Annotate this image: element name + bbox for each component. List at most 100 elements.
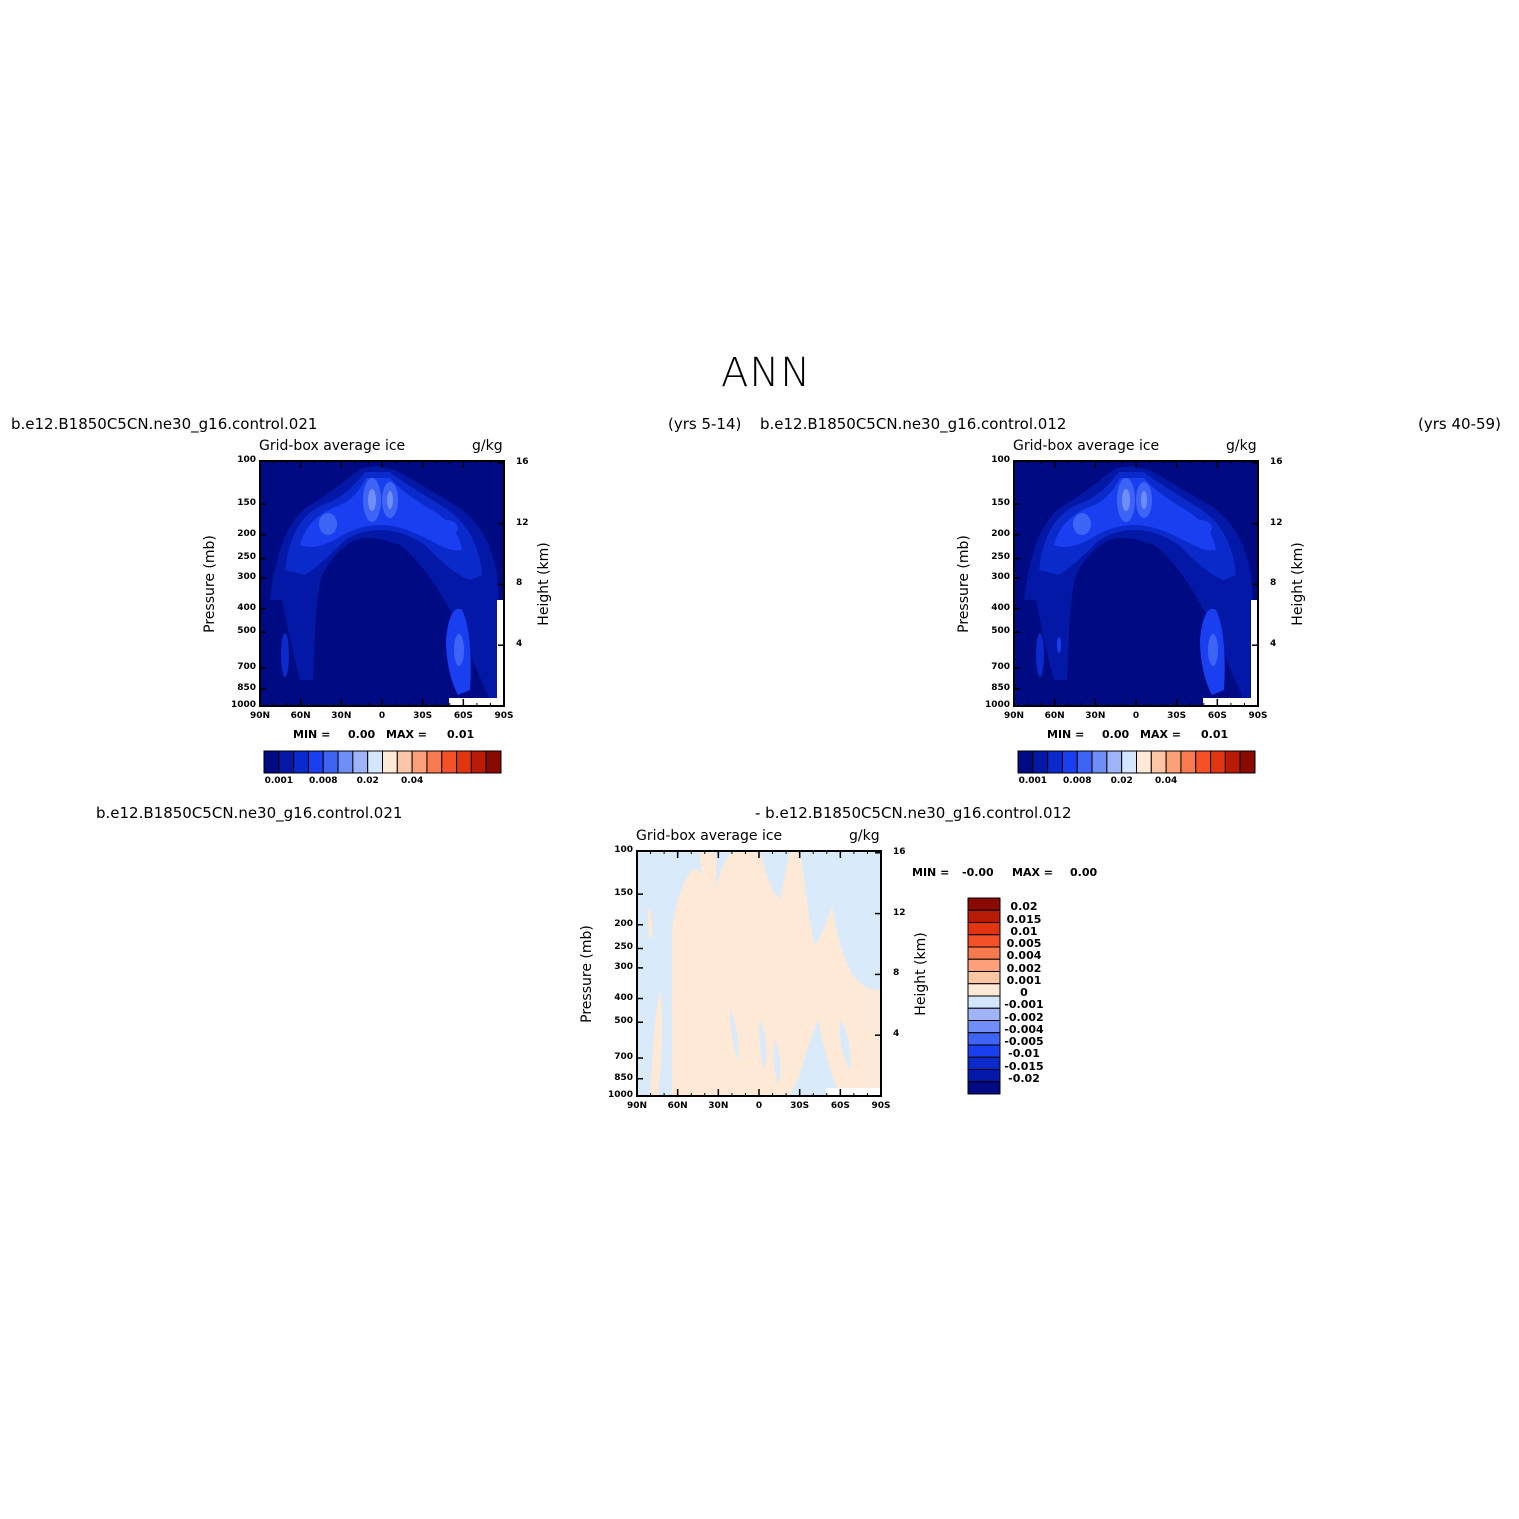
figure-title: ANN [721,350,812,396]
tr-lat-tick-label: 30S [1167,711,1187,721]
tl-colorbar-box-11 [426,750,443,774]
b-colorbar-box-14 [967,1069,1001,1083]
b-colorbar-label: 0 [1020,986,1028,999]
top-right-contour-plot [1014,461,1258,706]
tl-colorbar-box-8 [382,750,398,774]
b-pressure-tick-label: 100 [614,845,633,855]
tl-lat-tick-label: 30S [413,711,433,721]
b-colorbar-box-10 [967,1020,1001,1034]
top-left-contour-north [281,633,289,677]
b-height-tick-label: 8 [893,968,900,979]
top-left-contour-south-core [454,634,464,666]
tl-pressure-tick-label: 150 [237,498,256,509]
bottom-contour-positive-spot3 [650,990,663,1096]
tl-pressure-tick-label: 1000 [230,700,256,710]
b-colorbar-box-6 [967,971,1001,985]
b-colorbar-label: 0.005 [1006,937,1042,950]
tl-lat-tick-label: 60N [290,711,311,721]
tl-colorbar-box-9 [396,750,413,774]
b-colorbar-label: 0.004 [1006,949,1042,963]
top-left-years: (yrs 5-14) [668,415,742,433]
top-left-contour-shoulder [319,513,337,535]
tr-colorbar-label: 0.001 [1018,776,1048,786]
tl-colorbar-box-2 [293,750,309,774]
tr-pressure-tick-label: 1000 [984,700,1010,710]
tr-pressure-tick-label: 250 [991,552,1010,563]
top-right-colorbar [1017,750,1256,774]
top-right-case-name: b.e12.B1850C5CN.ne30_g16.control.012 [760,415,1067,433]
tr-colorbar-box-2 [1047,750,1063,774]
tr-colorbar-label: 0.04 [1155,776,1178,786]
bottom-contour-positive-main [672,851,881,1096]
tl-colorbar-box-6 [352,750,369,774]
tr-colorbar-box-11 [1180,750,1197,774]
top-right-contour-shoulder-r [1188,520,1212,536]
b-colorbar-label: -0.001 [1004,998,1044,1012]
b-pressure-tick-label: 500 [614,1016,633,1027]
bottom-contour-plot [637,851,881,1096]
top-right-units: g/kg [1226,438,1257,454]
top-left-max-value: 0.01 [447,728,475,741]
top-right-contour-north [1036,633,1044,677]
top-right-ylabel-left: Pressure (mb) [956,535,972,633]
tr-pressure-tick-label: 700 [991,662,1010,673]
tr-colorbar-box-14 [1224,750,1241,774]
tr-height-tick-label: 12 [1270,517,1283,528]
tl-colorbar-box-1 [278,750,295,774]
b-pressure-tick-label: 200 [614,918,633,929]
tl-pressure-tick-label: 200 [237,528,256,539]
top-left-contour-l2 [285,472,482,580]
tr-colorbar-label: 0.008 [1063,776,1092,786]
tl-colorbar-box-7 [367,750,383,774]
b-pressure-tick-label: 700 [614,1052,633,1063]
top-right-max-label: MAX = [1140,728,1181,741]
tl-colorbar-box-5 [337,750,354,774]
b-colorbar-box-15 [967,1081,1001,1095]
tl-lat-tick-label: 30N [331,711,352,721]
top-left-ylabel-right: Height (km) [536,542,552,626]
top-right-missing [1203,698,1258,706]
top-left-contour-l5b [387,491,393,509]
b-height-tick-label: 16 [893,846,906,857]
tr-lat-tick-label: 60S [1207,711,1227,721]
b-colorbar-label: -0.01 [1008,1047,1040,1061]
top-left-contour-shoulder-r [434,520,458,536]
b-colorbar-label: 0.015 [1006,912,1042,926]
top-right-contour-l5b [1141,491,1147,509]
tr-colorbar-box-15 [1239,750,1256,774]
tr-lat-tick-label: 90N [1003,711,1025,721]
tr-colorbar-box-0 [1017,750,1034,774]
b-lat-tick-label: 0 [755,1101,763,1111]
tr-height-tick-label: 16 [1270,456,1283,467]
b-colorbar-box-3 [967,934,1001,948]
b-colorbar-box-4 [967,946,1001,960]
tl-colorbar-box-13 [456,750,472,774]
top-right-max-value: 0.01 [1201,728,1229,741]
bottom-ylabel-right: Height (km) [913,932,929,1016]
b-colorbar-label: 0.001 [1006,973,1042,987]
tl-pressure-tick-label: 850 [237,682,256,693]
tr-colorbar-box-6 [1106,750,1123,774]
tr-pressure-tick-label: 850 [991,682,1010,693]
tl-lat-tick-label: 60S [453,711,473,721]
b-pressure-tick-label: 250 [614,942,633,953]
top-left-max-label: MAX = [386,728,427,741]
tl-pressure-tick-label: 100 [237,455,256,465]
top-left-contour-l5a [368,489,376,511]
b-colorbar-box-5 [967,958,1001,972]
top-left-contour-l3 [300,478,462,551]
top-right-years: (yrs 40-59) [1418,415,1501,433]
bottom-case-name-right: - b.e12.B1850C5CN.ne30_g16.control.012 [755,804,1072,822]
bottom-contour-positive-spot1 [700,851,717,905]
b-colorbar-label: 0.01 [1010,924,1038,938]
tr-pressure-tick-label: 300 [991,571,1010,582]
top-right-field-title: Grid-box average ice [1013,438,1160,454]
bottom-min-value: -0.00 [962,866,994,879]
top-right-min-label: MIN = [1047,728,1085,741]
bottom-contour-positive-spot2 [647,908,653,939]
top-left-contour-plot [260,461,504,706]
tl-colorbar-label: 0.001 [264,776,294,786]
b-lat-tick-label: 30S [790,1101,810,1111]
b-colorbar-box-9 [967,1007,1001,1021]
